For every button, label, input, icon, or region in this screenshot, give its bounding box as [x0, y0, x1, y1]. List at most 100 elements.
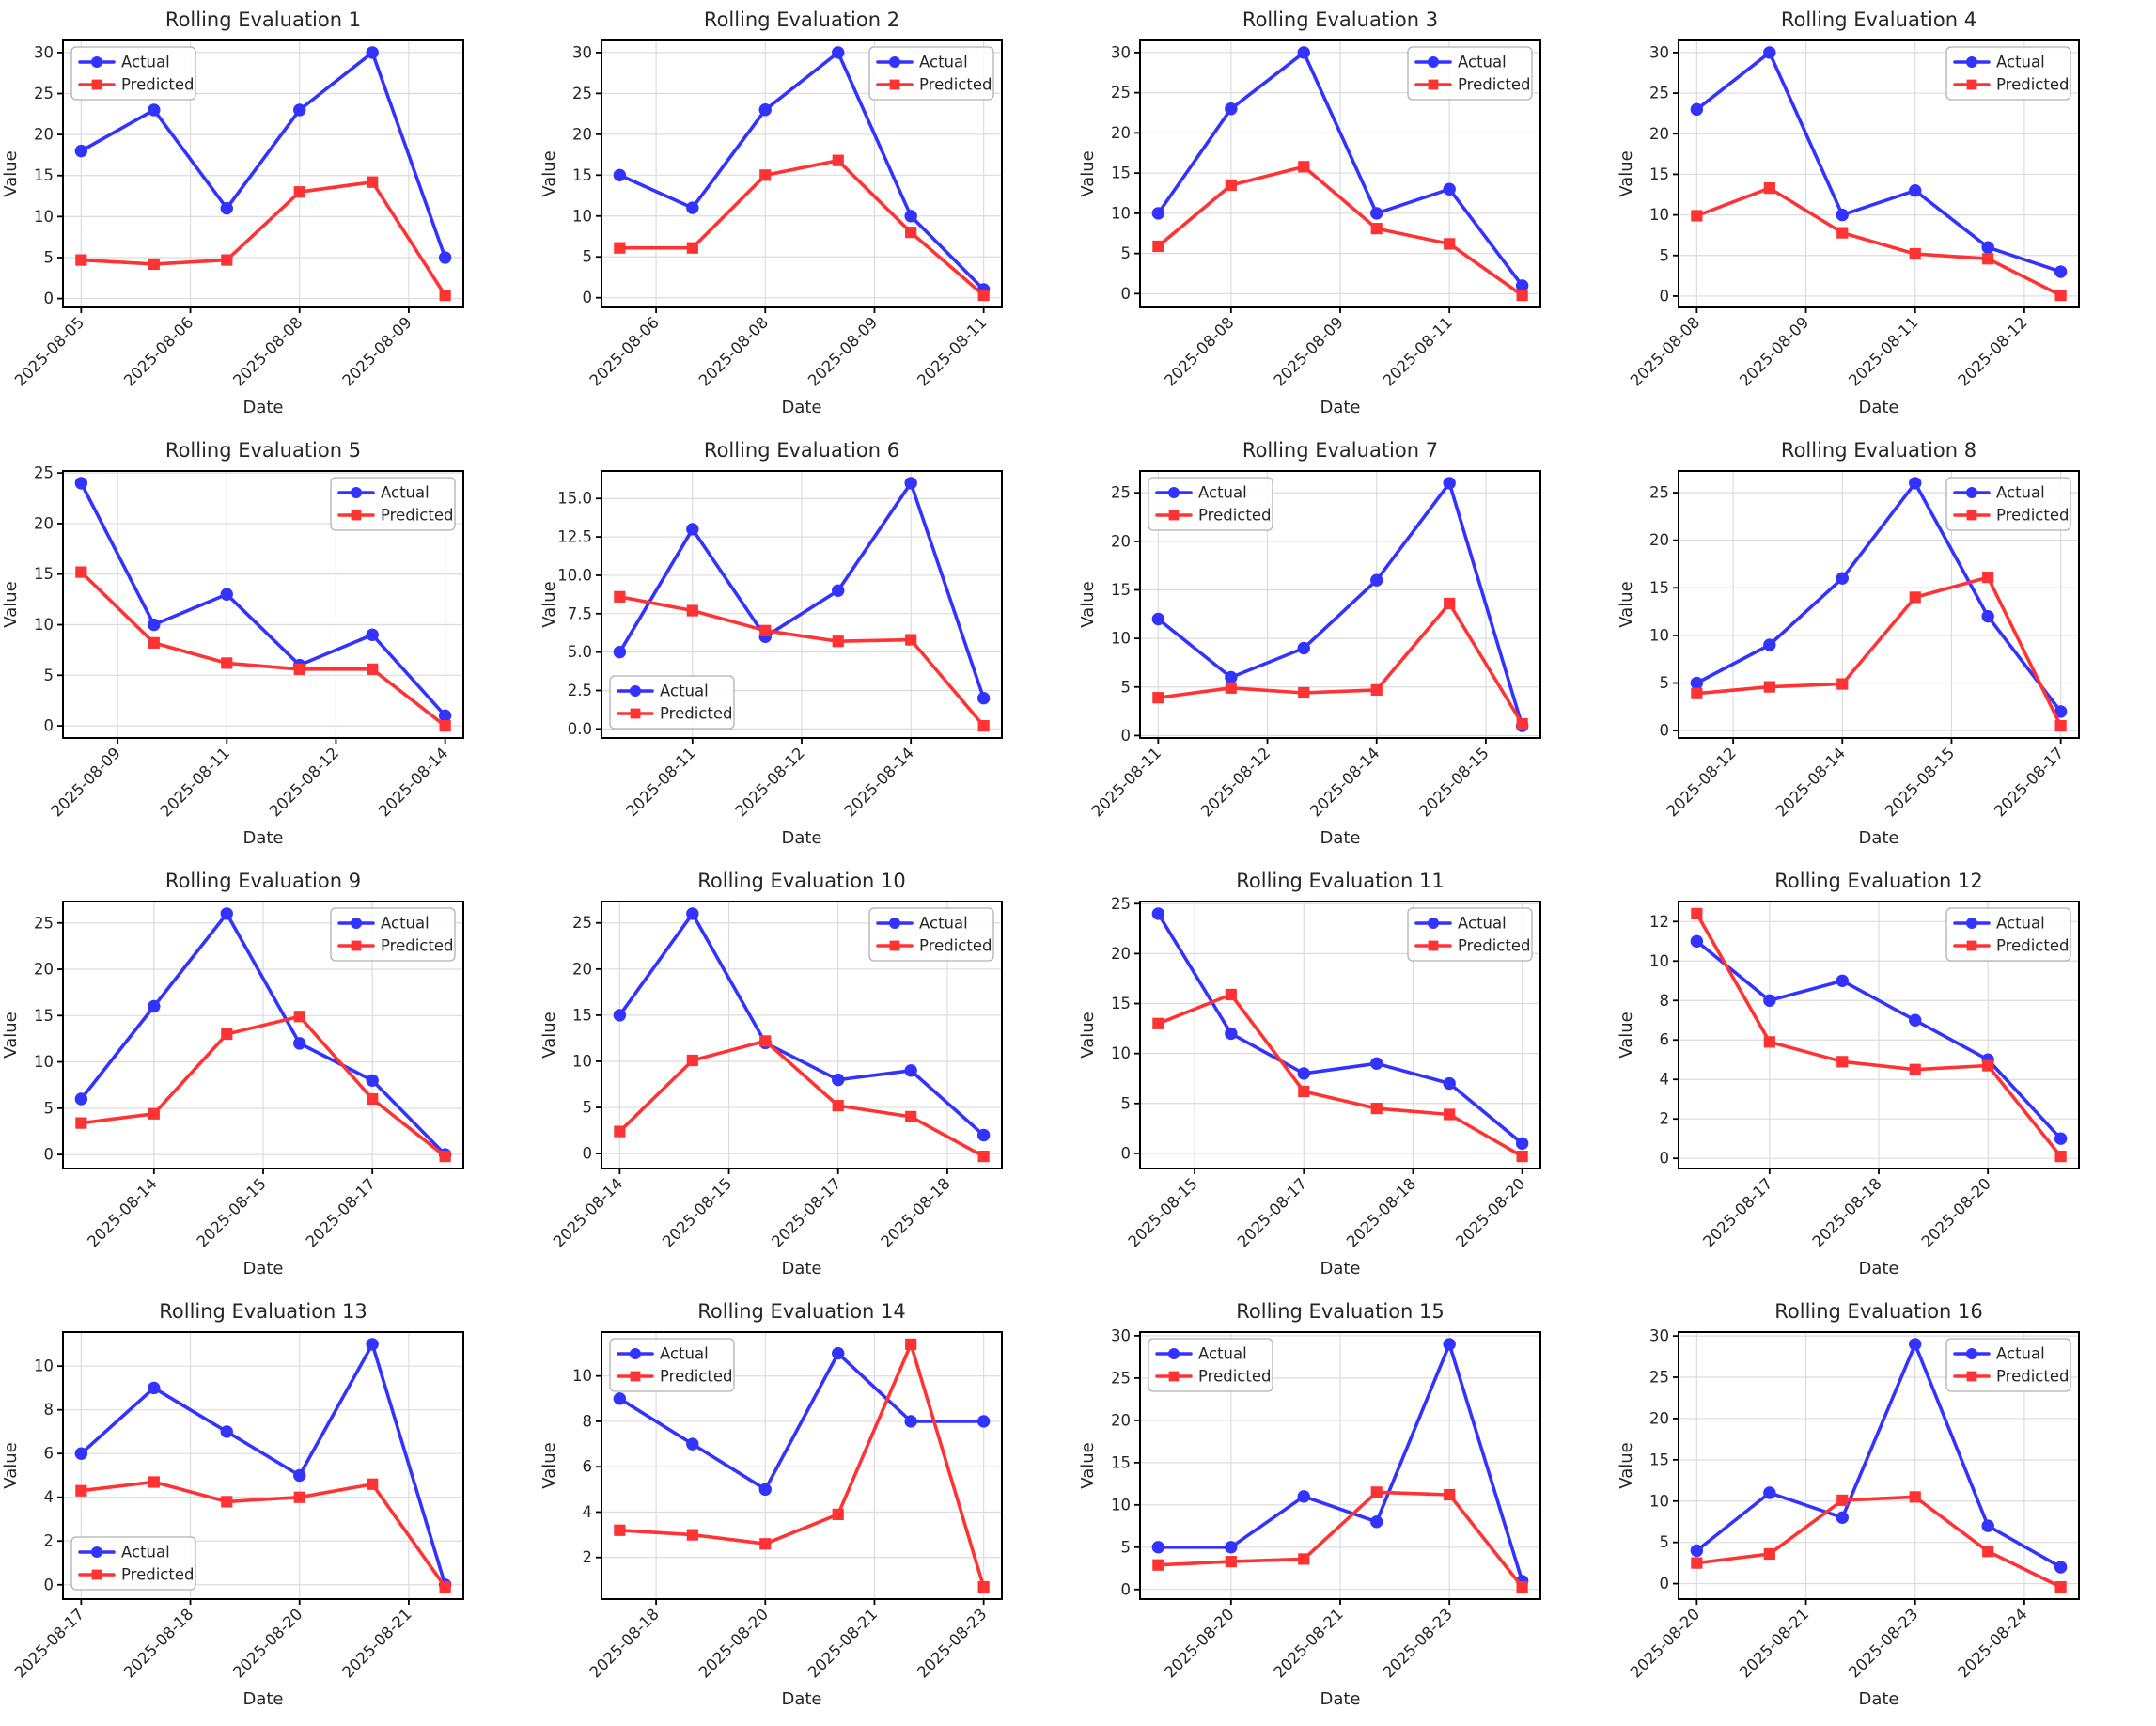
series-predicted-line: [1156, 1490, 1524, 1589]
legend: Actual Predicted: [1945, 46, 2071, 101]
y-axis-label: Value: [1, 581, 21, 627]
svg-text:7.5: 7.5: [568, 604, 592, 622]
series-predicted-markers: [1152, 597, 1528, 730]
legend-label-actual: Actual: [381, 915, 430, 933]
svg-text:2: 2: [44, 1532, 55, 1550]
y-axis-label: Value: [1078, 1442, 1098, 1488]
svg-text:10: 10: [1649, 1492, 1669, 1510]
series-actual-markers: [613, 46, 991, 296]
legend-label-predicted: Predicted: [1458, 937, 1530, 955]
svg-text:2025-08-20: 2025-08-20: [695, 1605, 772, 1681]
series-actual-line: [1695, 51, 2063, 274]
chart-title: Rolling Evaluation 1: [165, 8, 361, 31]
svg-text:5: 5: [1660, 1533, 1670, 1551]
x-axis-label: Date: [781, 398, 821, 417]
series-actual-line: [1695, 1342, 2063, 1569]
svg-text:5: 5: [1660, 674, 1670, 692]
chart-title: Rolling Evaluation 7: [1242, 439, 1438, 462]
svg-text:25: 25: [572, 914, 592, 932]
svg-text:0.0: 0.0: [568, 720, 592, 738]
svg-text:2025-08-14: 2025-08-14: [84, 1174, 160, 1250]
chart-title: Rolling Evaluation 10: [697, 870, 906, 892]
svg-text:2025-08-14: 2025-08-14: [841, 744, 917, 820]
svg-text:4: 4: [583, 1503, 593, 1521]
chart-panel-15: 0 5 10 15 20 25 30 2025-08-20 2025-08-21 2025-08-…: [1077, 1292, 1616, 1722]
chart-panel-10: 0 5 10 15 20 25 2025-08-14 2025-08-15 2025-08-17…: [539, 861, 1077, 1292]
svg-text:20: 20: [1111, 945, 1131, 963]
legend-label-actual: Actual: [1996, 1345, 2045, 1363]
x-axis-ticks: 2025-08-08 2025-08-09 2025-08-11: [1161, 307, 1456, 390]
legend-label-actual: Actual: [121, 1544, 170, 1561]
x-axis-label: Date: [1858, 828, 1898, 848]
series-predicted-line: [1695, 912, 2063, 1158]
svg-text:30: 30: [1111, 43, 1131, 61]
series-actual-line: [617, 481, 986, 700]
y-axis-ticks: 0 5 10 15 20 25 30: [34, 43, 63, 307]
chart-panel-5: 0 5 10 15 20 25 2025-08-09 2025-08-11 2025-08-12…: [0, 431, 539, 861]
series-predicted-markers: [614, 1338, 990, 1593]
legend: Actual Predicted: [1945, 907, 2071, 962]
x-axis-label: Date: [242, 1259, 283, 1279]
svg-text:25: 25: [1111, 1369, 1131, 1387]
chart-panel-2: 0 5 10 15 20 25 30 2025-08-06 2025-08-08 2025-08-…: [539, 0, 1077, 431]
svg-text:5: 5: [1121, 678, 1132, 696]
legend-label-predicted: Predicted: [919, 76, 992, 94]
svg-text:2025-08-17: 2025-08-17: [1234, 1174, 1310, 1250]
svg-text:2025-08-15: 2025-08-15: [1415, 744, 1492, 820]
svg-text:2025-08-06: 2025-08-06: [120, 313, 196, 389]
legend-label-predicted: Predicted: [1458, 76, 1530, 94]
svg-text:25: 25: [34, 85, 54, 102]
x-axis-ticks: 2025-08-17 2025-08-18 2025-08-20: [1699, 1169, 1994, 1251]
chart-panel-4: 0 5 10 15 20 25 30 2025-08-08 2025-08-09 2025-08-…: [1616, 0, 2154, 431]
svg-text:20: 20: [572, 125, 592, 143]
x-axis-ticks: 2025-08-12 2025-08-14 2025-08-15 2025-08-17: [1664, 738, 2067, 821]
chart-panel-14: 2 4 6 8 10 2025-08-18 2025-08-20 2025-08-21 2025…: [539, 1292, 1077, 1722]
svg-text:2025-08-08: 2025-08-08: [695, 313, 772, 389]
svg-text:25: 25: [1111, 484, 1131, 502]
svg-text:25: 25: [1649, 85, 1669, 102]
svg-text:8: 8: [44, 1401, 55, 1419]
svg-text:2025-08-15: 2025-08-15: [659, 1174, 735, 1250]
svg-text:0: 0: [1121, 1580, 1132, 1598]
svg-text:2025-08-09: 2025-08-09: [48, 744, 124, 820]
svg-text:20: 20: [1649, 531, 1669, 549]
series-predicted-line: [79, 180, 447, 297]
chart-title: Rolling Evaluation 13: [159, 1300, 367, 1323]
series-predicted-markers: [75, 1476, 451, 1593]
svg-text:2025-08-20: 2025-08-20: [1161, 1605, 1237, 1681]
chart-title: Rolling Evaluation 4: [1781, 8, 1976, 31]
svg-text:15: 15: [1649, 1451, 1669, 1468]
series-predicted-markers: [614, 590, 990, 732]
svg-text:15: 15: [34, 565, 54, 583]
svg-text:10: 10: [1649, 952, 1669, 970]
svg-text:2025-08-17: 2025-08-17: [768, 1174, 844, 1250]
x-axis-ticks: 2025-08-20 2025-08-21 2025-08-23 2025-08-24: [1627, 1599, 2031, 1682]
series-predicted-line: [617, 1039, 986, 1158]
legend-label-predicted: Predicted: [1996, 76, 2069, 94]
chart-title: Rolling Evaluation 8: [1781, 439, 1976, 462]
svg-text:10: 10: [572, 207, 592, 225]
series-predicted-markers: [75, 566, 451, 732]
svg-text:15: 15: [1649, 579, 1669, 597]
svg-text:12: 12: [1649, 913, 1669, 931]
y-axis-ticks: 0 5 10 15 20 25: [34, 464, 63, 735]
svg-text:20: 20: [1111, 124, 1131, 142]
svg-text:2025-08-11: 2025-08-11: [622, 744, 698, 820]
svg-text:2025-08-23: 2025-08-23: [1845, 1605, 1921, 1681]
legend: Actual Predicted: [868, 46, 994, 101]
y-axis-label: Value: [1078, 581, 1098, 627]
x-axis-label: Date: [242, 1689, 283, 1709]
y-axis-ticks: 0 5 10 15 20 25: [1649, 484, 1679, 740]
svg-text:10: 10: [34, 1357, 54, 1375]
x-axis-ticks: 2025-08-15 2025-08-17 2025-08-18 2025-08-20: [1125, 1169, 1528, 1251]
svg-text:2025-08-06: 2025-08-06: [586, 313, 663, 389]
legend-label-predicted: Predicted: [381, 507, 453, 525]
legend-label-predicted: Predicted: [919, 937, 992, 955]
svg-text:0: 0: [1121, 727, 1132, 745]
legend: Actual Predicted: [609, 675, 735, 730]
grid-lines: [63, 471, 463, 738]
chart-title: Rolling Evaluation 16: [1774, 1300, 1983, 1323]
